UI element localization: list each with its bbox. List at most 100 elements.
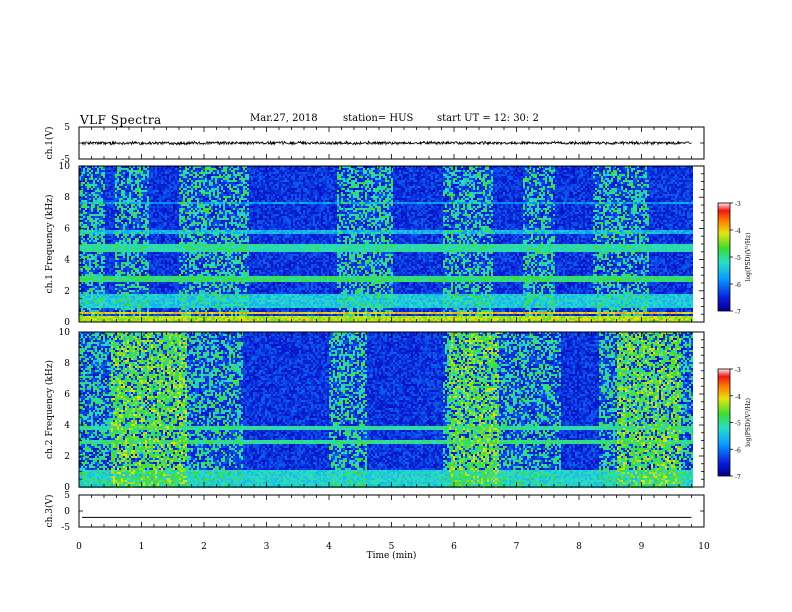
spectrogram-cell — [469, 178, 471, 180]
spectrogram-cell — [583, 174, 585, 176]
spectrogram-cell — [171, 176, 173, 178]
spectrogram-cell — [215, 174, 217, 176]
spectrogram-cell — [409, 170, 411, 172]
spectrogram-cell — [405, 178, 407, 180]
spectrogram-cell — [571, 174, 573, 176]
spectrogram-cell — [683, 176, 685, 178]
spectrogram-cell — [81, 174, 83, 176]
spectrogram-cell — [105, 168, 107, 170]
spectrogram-cell — [245, 172, 247, 174]
spectrogram-cell — [149, 174, 151, 176]
spectrogram-cell — [437, 172, 439, 174]
spectrogram-cell — [317, 170, 319, 172]
spectrogram-cell — [483, 172, 485, 174]
spectrogram-cell — [657, 174, 659, 176]
spectrogram-cell — [689, 176, 691, 178]
spectrogram-cell — [195, 172, 197, 174]
spectrogram-cell — [115, 176, 117, 178]
spectrogram-cell — [569, 168, 571, 170]
spectrogram-cell — [467, 178, 469, 180]
spectrogram-cell — [255, 170, 257, 172]
spectrogram-cell — [83, 170, 85, 172]
spectrogram-cell — [435, 174, 437, 176]
spectrogram-cell — [153, 172, 155, 174]
spectrogram-cell — [407, 172, 409, 174]
spectrogram-cell — [511, 178, 513, 180]
spectrogram-cell — [325, 170, 327, 172]
spectrogram-cell — [215, 180, 217, 182]
spectrogram-cell — [619, 168, 621, 170]
spectrogram-cell — [381, 170, 383, 172]
spectrogram-cell — [403, 170, 405, 172]
spectrogram-cell — [615, 178, 617, 180]
spectrogram-cell — [321, 174, 323, 176]
spectrogram-cell — [621, 176, 623, 178]
spectrogram-cell — [355, 172, 357, 174]
spectrogram-cell — [381, 176, 383, 178]
spectrogram-cell — [451, 174, 453, 176]
spectrogram-cell — [429, 178, 431, 180]
spectrogram-cell — [343, 172, 345, 174]
spectrogram-cell — [687, 174, 689, 176]
spectrogram-cell — [497, 170, 499, 172]
spectrogram-cell — [195, 178, 197, 180]
spectrogram-cell — [525, 170, 527, 172]
spectrogram-cell — [91, 176, 93, 178]
spectrogram-cell — [277, 172, 279, 174]
spectrogram-cell — [163, 180, 165, 182]
spectrogram-cell — [393, 174, 395, 176]
spectrogram-cell — [629, 176, 631, 178]
spectrogram-cell — [275, 174, 277, 176]
spectrogram-cell — [377, 178, 379, 180]
spectrogram-cell — [213, 168, 215, 170]
spectrogram-cell — [301, 172, 303, 174]
spectrogram-cell — [509, 178, 511, 180]
spectrogram-cell — [225, 176, 227, 178]
spectrogram-cell — [583, 176, 585, 178]
spectrogram-cell — [645, 170, 647, 172]
spectrogram-cell — [243, 172, 245, 174]
spectrogram-cell — [621, 170, 623, 172]
spectrogram-cell — [673, 168, 675, 170]
spectrogram-cell — [183, 176, 185, 178]
spectrogram-cell — [545, 178, 547, 180]
spectrogram-cell — [653, 172, 655, 174]
spectrogram-cell — [521, 176, 523, 178]
spectrogram-cell — [175, 178, 177, 180]
spectrogram-cell — [175, 174, 177, 176]
spectrogram-cell — [201, 178, 203, 180]
spectrogram-cell — [513, 178, 515, 180]
spectrogram-cell — [229, 176, 231, 178]
spectrogram-cell — [235, 174, 237, 176]
spectrogram-cell — [457, 168, 459, 170]
spectrogram-cell — [573, 172, 575, 174]
spectrogram-cell — [349, 174, 351, 176]
spectrogram-cell — [319, 176, 321, 178]
spectrogram-cell — [167, 168, 169, 170]
spectrogram-cell — [351, 174, 353, 176]
spectrogram-cell — [125, 178, 127, 180]
spectrogram-cell — [183, 180, 185, 182]
spectrogram-cell — [229, 180, 231, 182]
spectrogram-cell — [101, 180, 103, 182]
spectrogram-cell — [643, 172, 645, 174]
spectrogram-cell — [233, 180, 235, 182]
spectrogram-cell — [109, 180, 111, 182]
spectrogram-cell — [111, 178, 113, 180]
spectrogram-cell — [629, 170, 631, 172]
spectrogram-cell — [511, 168, 513, 170]
spectrogram-cell — [199, 180, 201, 182]
spectrogram-cell — [479, 172, 481, 174]
spectrogram-cell — [85, 178, 87, 180]
spectrogram-cell — [611, 174, 613, 176]
spectrogram-cell — [425, 174, 427, 176]
spectrogram-cell — [97, 172, 99, 174]
spectrogram-cell — [125, 176, 127, 178]
spectrogram-cell — [483, 176, 485, 178]
spectrogram-cell — [551, 174, 553, 176]
spectrogram-cell — [123, 168, 125, 170]
spectrogram-cell — [241, 170, 243, 172]
spectrogram-cell — [565, 178, 567, 180]
spectrogram-cell — [477, 176, 479, 178]
spectrogram-cell — [613, 178, 615, 180]
